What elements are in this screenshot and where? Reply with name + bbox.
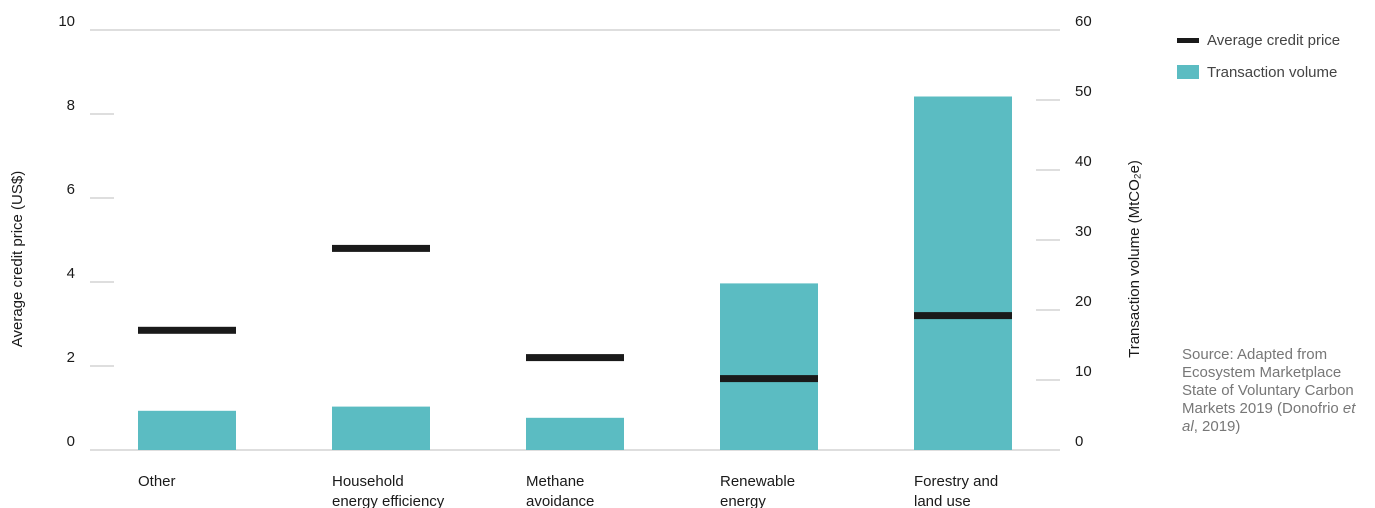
right-tick-label: 0 — [1075, 433, 1083, 450]
right-tick-label: 10 — [1075, 363, 1092, 380]
legend-swatch-volume — [1177, 65, 1199, 79]
volume-bar — [332, 406, 430, 450]
left-tick-label: 2 — [67, 349, 75, 366]
left-tick-label: 0 — [67, 433, 75, 450]
volume-bars — [138, 96, 1012, 450]
category-label: energy — [720, 493, 766, 508]
price-marker — [914, 312, 1012, 320]
category-label: Renewable — [720, 473, 795, 490]
volume-bar — [914, 96, 1012, 450]
source-note: Source: Adapted from Ecosystem Marketpla… — [1182, 346, 1367, 436]
right-tick-label: 60 — [1075, 13, 1092, 30]
source-prefix: Source: Adapted from Ecosystem Marketpla… — [1182, 346, 1354, 417]
right-axis: 0 10 20 30 40 50 60 — [1036, 13, 1092, 450]
left-axis-title: Average credit price (US$) — [9, 171, 26, 347]
legend-label-price: Average credit price — [1207, 31, 1341, 49]
legend-label-volume: Transaction volume — [1207, 63, 1338, 81]
category-labels: Other Household energy efficiency Methane av… — [138, 473, 998, 508]
category-label: Household — [332, 473, 404, 490]
left-tick-label: 4 — [67, 265, 75, 282]
left-tick-label: 6 — [67, 181, 75, 198]
category-label: Forestry and — [914, 473, 998, 490]
right-axis-title: Transaction volume (MtCO₂e) — [1126, 160, 1143, 358]
price-markers — [138, 244, 1012, 383]
legend-item-price: Average credit price — [1177, 28, 1340, 52]
category-label: land use — [914, 493, 971, 508]
left-tick-label: 8 — [67, 97, 75, 114]
volume-bar — [526, 417, 624, 450]
right-tick-label: 40 — [1075, 153, 1092, 170]
right-tick-label: 50 — [1075, 83, 1092, 100]
volume-bar — [138, 410, 236, 450]
price-marker — [720, 375, 818, 383]
source-italic: et al — [1182, 400, 1356, 435]
category-label: avoidance — [526, 493, 594, 508]
right-tick-label: 20 — [1075, 293, 1092, 310]
category-label: energy efficiency — [332, 493, 445, 508]
legend-item-volume: Transaction volume — [1177, 60, 1340, 84]
combo-chart: 0 2 4 6 8 10 0 10 20 30 40 50 60 Other Household ener… — [9, 13, 1143, 508]
category-label: Other — [138, 473, 176, 490]
legend-swatch-price — [1177, 37, 1199, 43]
left-axis: 0 2 4 6 8 10 — [58, 13, 1060, 451]
right-tick-label: 30 — [1075, 223, 1092, 240]
volume-bar — [720, 283, 818, 450]
price-marker — [332, 244, 430, 252]
category-label: Methane — [526, 473, 584, 490]
source-suffix: , 2019) — [1193, 418, 1241, 435]
left-tick-label: 10 — [58, 13, 75, 30]
price-marker — [526, 354, 624, 362]
price-marker — [138, 326, 236, 334]
legend: Average credit price Transaction volume — [1177, 28, 1340, 92]
